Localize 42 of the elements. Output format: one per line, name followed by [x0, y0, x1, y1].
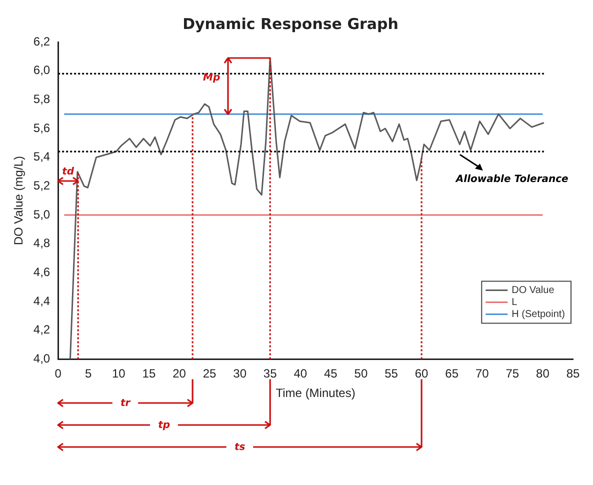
y-tick-label: 5,4: [33, 150, 50, 164]
y-axis-title: DO Value (mg/L): [12, 156, 26, 246]
x-tick-label: 5: [85, 366, 92, 381]
x-tick-label: 45: [324, 366, 338, 381]
x-tick-label: 65: [445, 366, 459, 381]
x-tick-label: 25: [202, 366, 217, 381]
y-tick-label: 4,0: [33, 352, 50, 366]
legend-label: H (Setpoint): [512, 308, 566, 320]
x-tick-label: 75: [506, 366, 520, 381]
x-tick-label: 40: [294, 366, 308, 381]
x-tick-label: 10: [112, 366, 126, 381]
x-tick-label: 50: [354, 366, 368, 381]
x-tick-label: 15: [142, 366, 156, 381]
x-tick-label: 70: [475, 366, 490, 381]
x-tick-label: 30: [233, 366, 247, 381]
y-tick-label: 5,2: [33, 178, 50, 192]
x-tick-label: 60: [414, 366, 429, 381]
y-tick-label: 5,8: [33, 92, 50, 106]
y-tick-label: 4,8: [33, 236, 50, 250]
x-tick-label: 35: [263, 366, 278, 381]
ref-line-label: tp: [158, 420, 170, 431]
x-tick-label: 55: [384, 366, 398, 381]
legend-label: DO Value: [512, 284, 555, 296]
x-tick-label: 0: [54, 366, 62, 381]
x-axis-title: Time (Minutes): [276, 386, 356, 400]
y-tick-label: 4,2: [33, 322, 50, 337]
ref-line-label: td: [62, 166, 75, 178]
legend-label: L: [512, 296, 518, 308]
x-tick-label: 85: [566, 366, 580, 381]
x-tick-label: 20: [172, 366, 186, 381]
y-tick-label: 5,6: [33, 120, 50, 135]
y-tick-label: 4,6: [33, 265, 50, 280]
annotation: Mp: [202, 72, 220, 84]
y-tick-label: 6,0: [33, 63, 50, 78]
annotation: Allowable Tolerance: [454, 174, 569, 186]
y-tick-label: 4,4: [33, 294, 50, 308]
y-tick-label: 6,2: [33, 34, 50, 48]
chart-title: Dynamic Response Graph: [182, 14, 398, 33]
y-tick-label: 5,0: [33, 207, 50, 222]
x-tick-label: 80: [536, 366, 550, 381]
ref-line-label: tr: [120, 398, 132, 409]
ref-line-label: ts: [234, 442, 246, 453]
